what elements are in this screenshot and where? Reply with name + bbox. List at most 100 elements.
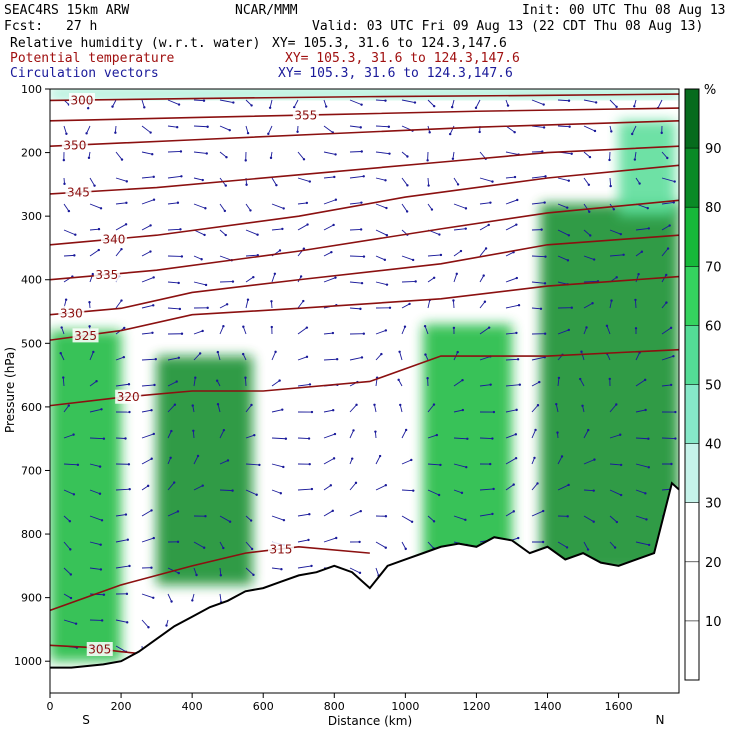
circulation-vector-head — [384, 179, 387, 182]
circulation-vector-head — [452, 326, 456, 330]
circulation-vector — [323, 433, 336, 439]
theta-label-bg — [61, 138, 88, 153]
theta-label-bg — [115, 389, 142, 404]
humidity-region — [50, 89, 679, 99]
circulation-vector — [453, 250, 462, 257]
circulation-vector-head — [198, 352, 202, 355]
circulation-vector-head — [180, 332, 184, 335]
circulation-vector-head — [566, 206, 569, 209]
circulation-vector-head — [388, 306, 392, 309]
theta-contour-label: 325 — [74, 329, 97, 343]
circulation-vector — [427, 277, 435, 283]
circulation-vector — [609, 99, 617, 108]
circulation-vector-head — [592, 489, 595, 492]
circulation-vector-head — [397, 378, 400, 382]
circulation-vector — [219, 515, 231, 523]
field-vector-name: Circulation vectors — [10, 66, 159, 81]
circulation-vector — [112, 99, 117, 107]
circulation-vector-head — [673, 180, 676, 183]
circulation-vector — [63, 593, 72, 599]
circulation-vector-head — [543, 332, 547, 335]
circulation-vector-head — [249, 519, 253, 522]
circulation-vector — [89, 437, 104, 440]
circulation-vector-head — [150, 409, 153, 412]
circulation-vector-head — [273, 272, 277, 275]
circulation-vector-head — [88, 301, 91, 304]
circulation-vector-head — [592, 258, 596, 261]
theta-label-bg — [58, 305, 85, 320]
circulation-vector-head — [232, 101, 235, 104]
circulation-vector-head — [154, 357, 157, 361]
circulation-vector-head — [86, 107, 90, 110]
circulation-vector-head — [359, 307, 362, 311]
theta-contour-label: 300 — [71, 94, 94, 108]
circulation-vector-head — [278, 249, 282, 252]
circulation-vector-head — [428, 131, 431, 134]
circulation-vector — [583, 515, 594, 523]
circulation-vector-head — [672, 355, 675, 358]
circulation-vector-head — [120, 299, 123, 302]
circulation-vector — [271, 515, 285, 521]
circulation-vector-head — [67, 209, 71, 213]
circulation-vector-head — [517, 303, 521, 307]
circulation-vector-head — [76, 463, 80, 467]
circulation-vector — [167, 593, 172, 602]
theta-contour-label: 320 — [117, 390, 140, 404]
circulation-vector-head — [149, 131, 152, 134]
circulation-vector — [635, 379, 646, 387]
circulation-vector — [349, 281, 363, 284]
circulation-vector-head — [483, 300, 487, 303]
circulation-vector-head — [565, 546, 569, 549]
circulation-vector-head — [69, 573, 73, 576]
colorbar-level-label: 30 — [705, 497, 722, 512]
circulation-vector-head — [333, 432, 337, 436]
end-label-right: N — [656, 713, 665, 727]
circulation-vector-head — [360, 103, 363, 106]
circulation-vector — [219, 593, 222, 603]
theta-contour-line — [50, 199, 679, 281]
circulation-vector — [167, 430, 172, 439]
circulation-vector — [557, 203, 568, 209]
circulation-vector-head — [542, 126, 546, 129]
circulation-vector-head — [437, 493, 441, 497]
circulation-vector-head — [99, 543, 102, 546]
circulation-vector-head — [491, 437, 494, 440]
circulation-vector-head — [87, 156, 91, 160]
circulation-vector — [583, 177, 590, 186]
theta-contour-label: 355 — [294, 109, 317, 123]
circulation-vector — [427, 515, 435, 522]
circulation-vector-head — [255, 493, 258, 496]
circulation-vector — [479, 356, 491, 361]
circulation-vector — [245, 229, 258, 236]
circulation-vector-head — [351, 457, 354, 460]
circulation-vector-head — [432, 403, 436, 406]
circulation-vector-head — [178, 307, 182, 311]
circulation-vector-head — [359, 126, 362, 129]
circulation-vector-head — [426, 377, 429, 380]
circulation-vector — [219, 460, 229, 465]
circulation-vector-head — [335, 536, 338, 540]
circulation-vector — [271, 567, 282, 570]
circulation-vector-head — [250, 547, 254, 551]
circulation-vector-head — [177, 356, 181, 359]
circulation-vector-head — [165, 624, 168, 627]
circulation-vector-head — [439, 253, 443, 257]
circulation-vector — [375, 281, 388, 286]
circulation-vector — [531, 125, 545, 128]
circulation-vector-head — [406, 184, 409, 187]
circulation-vector-head — [225, 156, 228, 159]
circulation-vector — [217, 351, 221, 361]
circulation-vector-head — [638, 182, 641, 185]
circulation-vector-head — [274, 350, 277, 354]
theta-label-bg — [267, 541, 294, 556]
colorbar-band — [685, 325, 699, 385]
circulation-vector — [323, 125, 334, 133]
circulation-vector-head — [60, 326, 63, 329]
circulation-vector-head — [269, 156, 273, 160]
circulation-vector-head — [249, 209, 252, 212]
circulation-vector-head — [146, 484, 150, 488]
circulation-vector — [349, 404, 357, 413]
circulation-vector — [375, 455, 381, 465]
circulation-vector — [661, 384, 672, 387]
circulation-vector — [115, 300, 122, 309]
